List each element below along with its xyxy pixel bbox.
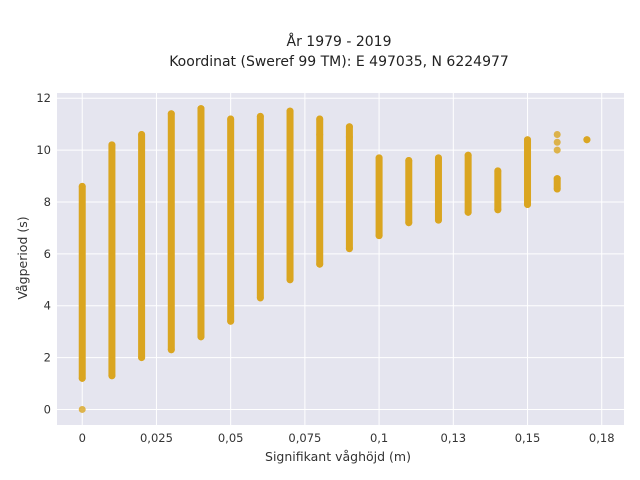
data-point [108,372,116,380]
x-tick-label: 0,15 [515,431,541,445]
data-points [78,105,591,413]
data-point [138,131,146,138]
data-point [524,136,532,144]
data-point [227,115,235,123]
y-tick-label: 10 [36,143,51,157]
y-tick-label: 12 [36,91,51,105]
chart-title-line1: År 1979 - 2019 [287,33,392,50]
x-tick-label: 0,18 [589,431,615,445]
data-point [316,131,324,138]
data-point [464,151,472,159]
y-tick-label: 8 [44,195,51,209]
data-point [167,110,175,118]
y-tick-label: 6 [44,247,51,261]
chart-title-line2: Koordinat (Sweref 99 TM): E 497035, N 62… [169,54,509,70]
data-point [375,232,383,240]
data-point [553,175,561,183]
data-point [375,154,383,162]
data-point [553,138,561,146]
data-point [78,405,86,413]
data-point [464,208,472,216]
x-tick-label: 0,075 [288,431,321,445]
data-point [286,276,294,284]
data-point [197,333,205,341]
x-tick-label: 0,025 [140,431,173,445]
y-tick-labels: 0 2 4 6 8 10 12 [36,91,51,416]
data-point [583,136,591,144]
data-point [345,123,353,131]
data-point [434,216,442,224]
data-point [167,346,175,354]
x-tick-label: 0,13 [441,431,467,445]
data-point [494,167,502,175]
data-point [227,317,235,325]
y-axis-title: Vågperiod (s) [15,216,30,299]
x-tick-label: 0 [79,431,86,445]
data-point [553,146,561,154]
data-point [256,112,264,120]
y-tick-label: 2 [44,351,51,365]
data-point [345,245,353,253]
data-point [345,133,353,141]
data-point [524,201,532,209]
data-point [494,206,502,214]
data-point [316,260,324,268]
data-point [138,354,146,362]
data-point [434,154,442,162]
data-point [405,156,413,164]
data-point [553,131,561,138]
x-axis-title: Signifikant våghöjd (m) [265,449,411,464]
data-point [108,141,116,149]
data-point [286,107,294,115]
data-point [553,185,561,193]
data-point [197,105,205,113]
data-point [78,182,86,190]
data-point [405,219,413,227]
data-point [316,115,324,123]
y-tick-label: 4 [44,299,51,313]
x-tick-label: 0,1 [370,431,388,445]
x-tick-labels: 0 0,025 0,05 0,075 0,1 0,13 0,15 0,18 [79,431,615,445]
data-point [78,374,86,382]
data-point [256,294,264,302]
y-tick-label: 0 [44,402,51,416]
x-tick-label: 0,05 [218,431,244,445]
